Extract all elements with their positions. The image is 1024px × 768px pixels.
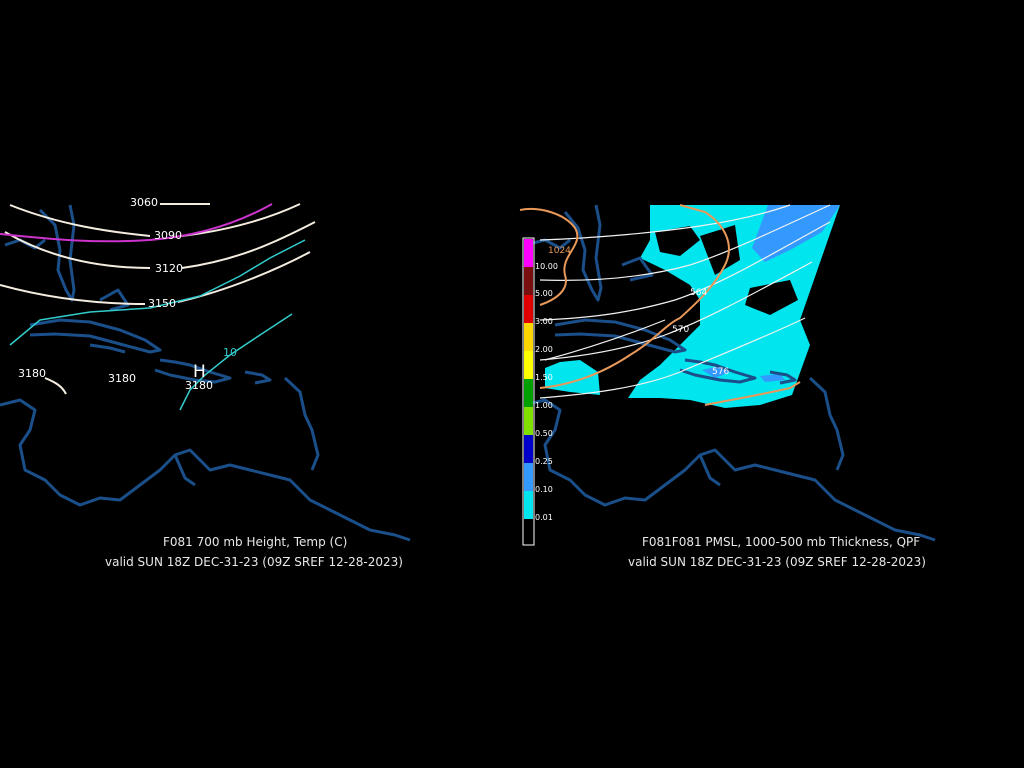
right-panel-title-overlap: F081F081 PMSL, 1000-500 mb Thickness, QP…: [642, 535, 921, 549]
left-coastlines: [0, 204, 411, 542]
height-label-3060: 3060: [130, 196, 158, 209]
qpf-swatch-3: [524, 295, 533, 323]
qpf-label-0-1: 0.10: [535, 485, 553, 494]
qpf-swatch-10: [524, 239, 533, 267]
qpf-label-5: 5.00: [535, 289, 553, 298]
pressure-label-1024: 1024: [548, 246, 571, 256]
qpf-swatch-0-01: [524, 491, 533, 519]
qpf-label-0-01: 0.01: [535, 513, 553, 522]
right-panel-valid-time: valid SUN 18Z DEC-31-23 (09Z SREF 12-28-…: [628, 555, 926, 569]
height-label-3180-mid: 3180: [108, 372, 136, 385]
qpf-swatch-0-5: [524, 407, 533, 435]
qpf-swatch-2: [524, 323, 533, 351]
qpf-swatch-1: [524, 379, 533, 407]
left-temp-10-line: [179, 313, 293, 411]
height-label-3150: 3150: [148, 297, 176, 310]
qpf-swatch-1-5: [524, 351, 533, 379]
height-label-3180-high: 3180: [185, 379, 213, 392]
qpf-label-1: 1.00: [535, 401, 553, 410]
qpf-swatch-5: [524, 267, 533, 295]
height-label-3180-west: 3180: [18, 367, 46, 380]
high-pressure-marker: H: [193, 362, 206, 382]
qpf-label-0-5: 0.50: [535, 429, 553, 438]
right-panel: 1024 564 570 576 10.00 5.00 3.00 2.00 1.…: [519, 204, 936, 546]
qpf-swatch-0-25: [524, 435, 533, 463]
left-panel-valid-time: valid SUN 18Z DEC-31-23 (09Z SREF 12-28-…: [105, 555, 403, 569]
qpf-area: [545, 205, 840, 408]
left-temp-cool-line: [9, 239, 306, 346]
temp-label-10: 10: [223, 346, 237, 359]
thickness-contours: [539, 204, 831, 399]
qpf-swatch-0-1: [524, 463, 533, 491]
left-panel: 3060 3090 3120 3150 3180 3180 3180 10 H: [0, 196, 411, 542]
qpf-label-2: 2.00: [535, 345, 553, 354]
qpf-label-1-5: 1.50: [535, 373, 553, 382]
left-temp-warm-line: [0, 203, 273, 243]
thickness-label-576: 576: [712, 367, 729, 377]
qpf-label-10: 10.00: [535, 262, 558, 271]
left-height-contours: [0, 203, 316, 395]
qpf-legend: 10.00 5.00 3.00 2.00 1.50 1.00 0.50 0.25…: [522, 237, 558, 546]
height-label-3090: 3090: [154, 229, 182, 242]
qpf-label-3: 3.00: [535, 317, 553, 326]
height-label-3120: 3120: [155, 262, 183, 275]
pressure-contours: [519, 204, 801, 406]
thickness-label-564: 564: [690, 288, 707, 298]
right-coastlines: [524, 204, 936, 542]
left-panel-title: F081 700 mb Height, Temp (C): [163, 535, 348, 549]
thickness-label-570: 570: [672, 325, 689, 335]
qpf-label-0-25: 0.25: [535, 457, 553, 466]
